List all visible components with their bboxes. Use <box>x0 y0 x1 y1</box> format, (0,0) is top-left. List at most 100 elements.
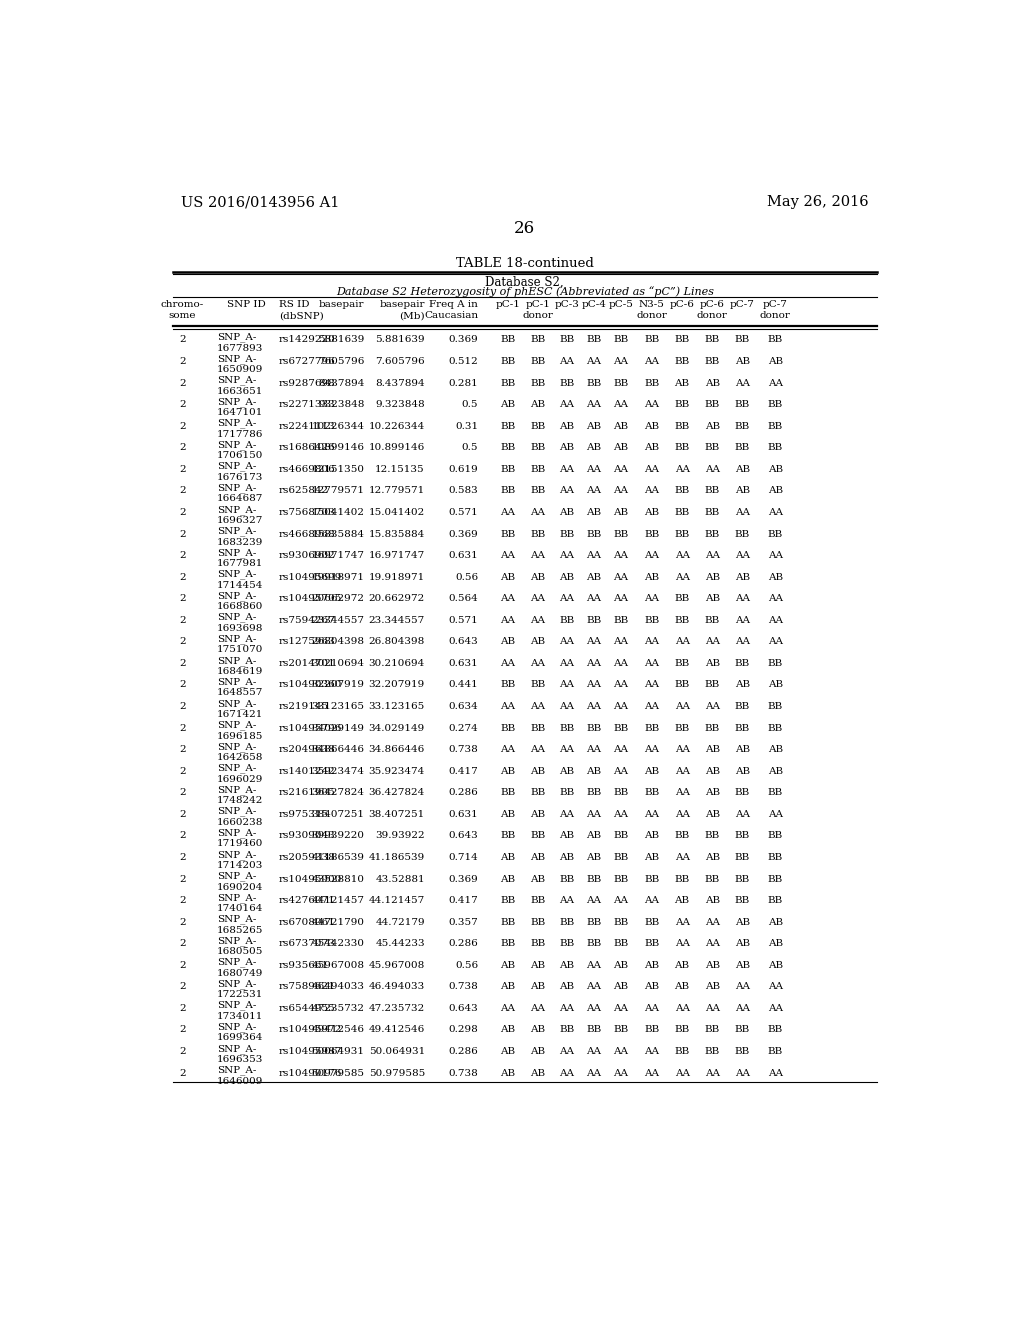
Text: BB: BB <box>675 832 690 841</box>
Text: AB: AB <box>768 681 782 689</box>
Text: BB: BB <box>559 723 574 733</box>
Text: 44.121457: 44.121457 <box>369 896 425 906</box>
Text: AB: AB <box>530 810 546 818</box>
Text: BB: BB <box>675 422 690 430</box>
Text: AA: AA <box>587 1069 601 1077</box>
Text: BB: BB <box>644 529 659 539</box>
Text: BB: BB <box>613 788 629 797</box>
Text: AB: AB <box>530 1047 546 1056</box>
Text: 2: 2 <box>179 940 185 948</box>
Text: pC-3: pC-3 <box>554 300 580 309</box>
Text: 2: 2 <box>179 788 185 797</box>
Text: 0.5: 0.5 <box>462 400 478 409</box>
Text: 23.344557: 23.344557 <box>369 615 425 624</box>
Text: BB: BB <box>559 379 574 388</box>
Text: AA: AA <box>644 702 659 711</box>
Text: BB: BB <box>644 875 659 883</box>
Text: 33.123165: 33.123165 <box>369 702 425 711</box>
Text: BB: BB <box>768 788 782 797</box>
Text: AA: AA <box>587 552 601 560</box>
Text: BB: BB <box>735 444 751 453</box>
Text: AB: AB <box>586 853 601 862</box>
Text: 35923474: 35923474 <box>311 767 365 776</box>
Text: BB: BB <box>500 832 515 841</box>
Text: 2: 2 <box>179 529 185 539</box>
Text: BB: BB <box>735 832 751 841</box>
Text: AA: AA <box>675 767 689 776</box>
Text: 34029149: 34029149 <box>311 723 365 733</box>
Text: 45.44233: 45.44233 <box>375 940 425 948</box>
Text: AA: AA <box>530 594 546 603</box>
Text: AB: AB <box>500 573 515 582</box>
Text: AB: AB <box>705 573 720 582</box>
Text: 46494033: 46494033 <box>311 982 365 991</box>
Text: Database S2 Heterozygosity of phESC (Abbreviated as “pC”) Lines: Database S2 Heterozygosity of phESC (Abb… <box>336 286 714 297</box>
Text: AA: AA <box>587 810 601 818</box>
Text: 2: 2 <box>179 875 185 883</box>
Text: AB: AB <box>735 767 751 776</box>
Text: BB: BB <box>530 832 546 841</box>
Text: 2: 2 <box>179 358 185 366</box>
Text: 50979585: 50979585 <box>311 1069 365 1077</box>
Text: AB: AB <box>705 810 720 818</box>
Text: Freq A in
Caucasian: Freq A in Caucasian <box>424 300 478 321</box>
Text: 0.298: 0.298 <box>449 1026 478 1035</box>
Text: AB: AB <box>500 1047 515 1056</box>
Text: BB: BB <box>586 875 601 883</box>
Text: 10226344: 10226344 <box>311 422 365 430</box>
Text: AB: AB <box>613 422 629 430</box>
Text: AB: AB <box>530 961 546 970</box>
Text: BB: BB <box>613 832 629 841</box>
Text: AA: AA <box>613 681 629 689</box>
Text: AA: AA <box>613 810 629 818</box>
Text: AB: AB <box>768 961 782 970</box>
Text: AA: AA <box>768 379 782 388</box>
Text: BB: BB <box>586 379 601 388</box>
Text: AB: AB <box>644 422 659 430</box>
Text: BB: BB <box>530 379 546 388</box>
Text: rs1401242: rs1401242 <box>280 767 336 776</box>
Text: BB: BB <box>675 335 690 345</box>
Text: BB: BB <box>735 1047 751 1056</box>
Text: AA: AA <box>587 487 601 495</box>
Text: BB: BB <box>530 335 546 345</box>
Text: AA: AA <box>613 552 629 560</box>
Text: 26: 26 <box>514 220 536 238</box>
Text: BB: BB <box>768 659 782 668</box>
Text: AA: AA <box>644 358 659 366</box>
Text: 0.369: 0.369 <box>449 335 478 345</box>
Text: AA: AA <box>675 744 689 754</box>
Text: 2: 2 <box>179 896 185 906</box>
Text: May 26, 2016: May 26, 2016 <box>767 195 869 210</box>
Text: AA: AA <box>587 594 601 603</box>
Text: SNP_A-
1660238: SNP_A- 1660238 <box>217 807 263 826</box>
Text: 9323848: 9323848 <box>318 400 365 409</box>
Text: AA: AA <box>705 917 720 927</box>
Text: BB: BB <box>586 529 601 539</box>
Text: 20662972: 20662972 <box>311 594 365 603</box>
Text: rs2049638: rs2049638 <box>280 744 336 754</box>
Text: SNP_A-
1699364: SNP_A- 1699364 <box>217 1022 263 1043</box>
Text: rs7568703: rs7568703 <box>280 508 336 517</box>
Text: 19918971: 19918971 <box>311 573 365 582</box>
Text: 41.186539: 41.186539 <box>369 853 425 862</box>
Text: AB: AB <box>644 508 659 517</box>
Text: AA: AA <box>530 508 546 517</box>
Text: BB: BB <box>675 444 690 453</box>
Text: BB: BB <box>705 444 720 453</box>
Text: 44121457: 44121457 <box>311 896 365 906</box>
Text: AA: AA <box>735 552 750 560</box>
Text: SNP_A-
1676173: SNP_A- 1676173 <box>217 462 263 482</box>
Text: AA: AA <box>675 638 689 647</box>
Text: AB: AB <box>768 573 782 582</box>
Text: AB: AB <box>559 853 574 862</box>
Text: 2: 2 <box>179 594 185 603</box>
Text: AB: AB <box>735 917 751 927</box>
Text: BB: BB <box>530 487 546 495</box>
Text: BB: BB <box>705 681 720 689</box>
Text: 45.967008: 45.967008 <box>369 961 425 970</box>
Text: AB: AB <box>559 444 574 453</box>
Text: BB: BB <box>735 875 751 883</box>
Text: BB: BB <box>768 422 782 430</box>
Text: 10.899146: 10.899146 <box>369 444 425 453</box>
